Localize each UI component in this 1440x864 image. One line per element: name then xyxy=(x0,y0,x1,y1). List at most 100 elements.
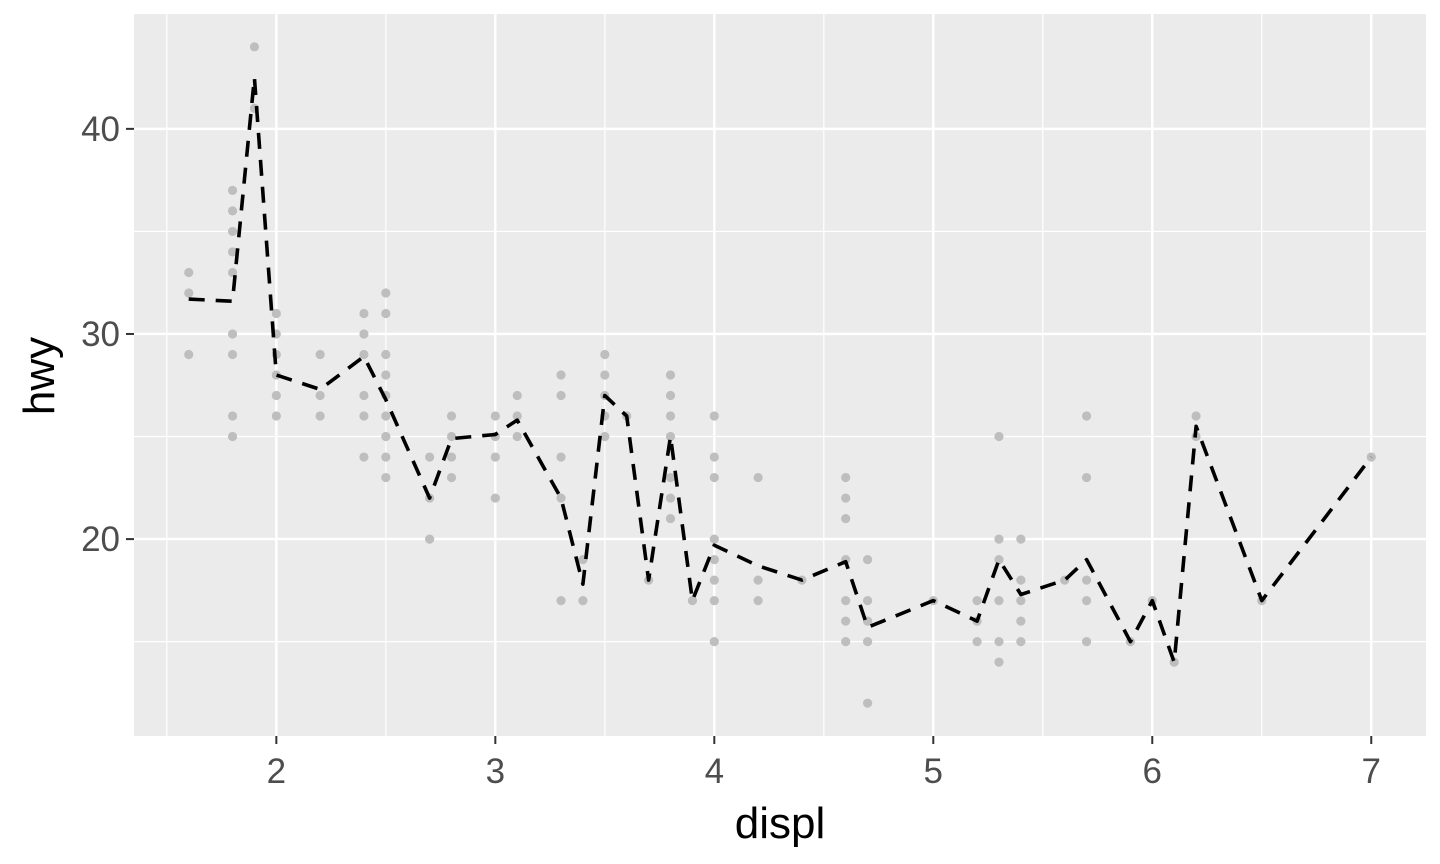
data-point xyxy=(184,349,194,360)
data-point xyxy=(841,596,851,606)
data-point xyxy=(359,329,369,339)
data-point xyxy=(665,390,676,401)
dashed-series-line xyxy=(188,75,1373,664)
data-point xyxy=(227,431,238,442)
data-point xyxy=(227,206,238,216)
data-point xyxy=(425,534,435,544)
data-point xyxy=(994,596,1004,606)
data-point xyxy=(709,555,719,565)
data-point xyxy=(446,472,457,483)
data-point xyxy=(446,431,457,442)
data-point xyxy=(271,411,281,421)
data-point xyxy=(556,452,566,462)
data-point xyxy=(841,637,851,647)
data-point xyxy=(446,411,457,421)
data-point xyxy=(709,534,719,544)
data-point xyxy=(315,411,325,421)
data-point xyxy=(381,472,391,483)
data-point xyxy=(994,637,1004,647)
data-point xyxy=(381,288,391,298)
data-point xyxy=(1016,637,1026,647)
data-point xyxy=(665,513,676,524)
data-point xyxy=(753,596,763,606)
data-point xyxy=(972,596,982,606)
data-point xyxy=(490,493,500,503)
data-point xyxy=(600,370,610,380)
data-point xyxy=(227,185,238,195)
data-point xyxy=(753,575,763,585)
data-point xyxy=(1081,411,1092,421)
data-point xyxy=(972,637,982,647)
data-point xyxy=(665,431,676,442)
data-point xyxy=(1016,534,1026,544)
scatter-points xyxy=(184,42,1376,708)
data-point xyxy=(994,534,1004,544)
data-point xyxy=(1016,575,1026,585)
data-point xyxy=(556,596,566,606)
data-point xyxy=(862,555,873,565)
data-point xyxy=(862,596,873,606)
data-point xyxy=(1081,637,1092,647)
data-point xyxy=(227,247,238,257)
x-tick-label: 7 xyxy=(1362,752,1381,791)
data-point xyxy=(556,390,566,401)
data-point xyxy=(381,370,391,380)
data-point xyxy=(490,452,500,462)
y-axis: 20 30 40 xyxy=(81,110,134,559)
data-point xyxy=(227,411,238,421)
y-axis-title: hwy xyxy=(15,337,64,415)
data-point xyxy=(1016,616,1026,626)
x-tick-label: 4 xyxy=(705,752,724,791)
data-point xyxy=(227,329,238,339)
x-tick-label: 5 xyxy=(924,752,943,791)
data-point xyxy=(249,42,260,52)
data-point xyxy=(556,493,566,503)
data-point xyxy=(753,472,763,483)
data-point xyxy=(709,452,719,462)
y-tick-label: 40 xyxy=(81,110,120,149)
data-point xyxy=(687,596,698,606)
data-point xyxy=(1016,596,1026,606)
data-point xyxy=(862,637,873,647)
data-point xyxy=(665,411,676,421)
data-point xyxy=(315,390,325,401)
data-point xyxy=(381,431,391,442)
data-point xyxy=(315,349,325,360)
data-point xyxy=(1081,472,1092,483)
data-point xyxy=(665,370,676,380)
data-point xyxy=(994,657,1004,667)
data-point xyxy=(512,431,522,442)
data-point xyxy=(227,267,238,278)
data-point xyxy=(359,390,369,401)
data-point xyxy=(841,493,851,503)
data-point xyxy=(841,616,851,626)
data-point xyxy=(709,596,719,606)
data-point xyxy=(600,349,610,360)
plot-panel xyxy=(134,14,1426,736)
data-point xyxy=(271,390,281,401)
data-point xyxy=(512,411,522,421)
x-axis: 2 3 4 5 6 7 xyxy=(267,736,1381,791)
data-point xyxy=(381,349,391,360)
data-point xyxy=(578,596,588,606)
minor-gridlines xyxy=(134,14,1426,736)
data-point xyxy=(841,472,851,483)
y-tick-label: 20 xyxy=(81,520,120,559)
x-tick-label: 3 xyxy=(486,752,505,791)
x-tick-label: 2 xyxy=(267,752,286,791)
data-point xyxy=(184,267,194,278)
data-point xyxy=(381,452,391,462)
data-point xyxy=(994,431,1004,442)
data-point xyxy=(359,411,369,421)
data-point xyxy=(512,390,522,401)
data-point xyxy=(841,513,851,524)
x-tick-label: 6 xyxy=(1143,752,1162,791)
data-point xyxy=(1081,596,1092,606)
data-point xyxy=(359,452,369,462)
data-point xyxy=(862,698,873,708)
data-point xyxy=(271,308,281,319)
data-point xyxy=(556,370,566,380)
data-point xyxy=(709,411,719,421)
data-point xyxy=(600,431,610,442)
